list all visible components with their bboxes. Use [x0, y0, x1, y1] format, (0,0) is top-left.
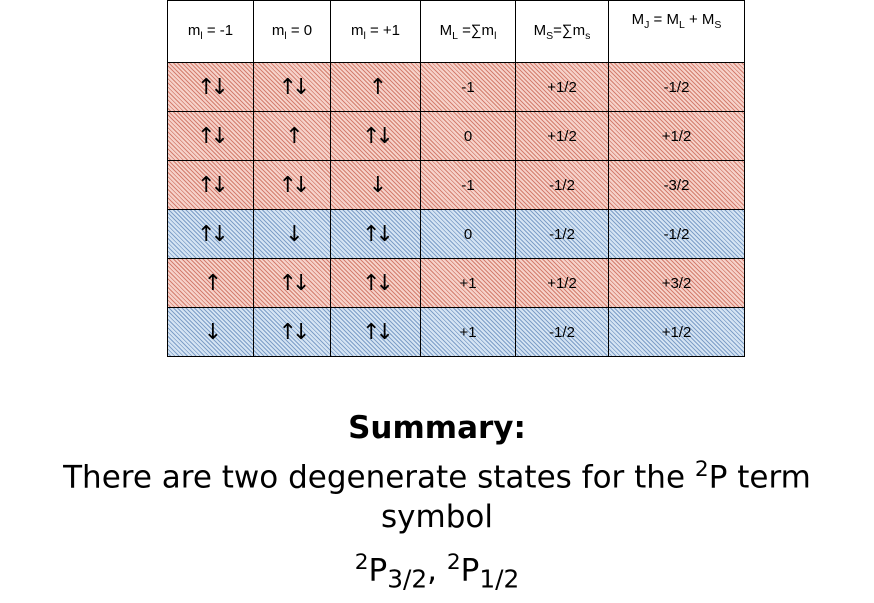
header-text: = M	[649, 11, 679, 28]
summary-text: There are two degenerate states for the	[63, 459, 695, 496]
summary-text: 1/2	[479, 564, 520, 594]
subscript: J	[644, 19, 650, 31]
subscript: l	[363, 29, 366, 42]
header-text: = +1	[365, 21, 401, 39]
table-row: ↑↓ ↓ ↑↓ 0 -1/2 -1/2	[167, 209, 745, 259]
value-cell: -1/2	[515, 307, 609, 357]
header-text: =∑m	[457, 21, 495, 39]
value-cell: 0	[420, 111, 516, 161]
value-cell: +1/2	[608, 111, 745, 161]
spin-cell: ↓	[253, 209, 331, 259]
header-cell: ml = 0	[253, 0, 331, 63]
table-row: ↓ ↑↓ ↑↓ +1 -1/2 +1/2	[167, 307, 745, 357]
summary-line: There are two degenerate states for the …	[0, 450, 874, 537]
header-text: m	[350, 21, 364, 39]
header-text: M	[533, 21, 547, 39]
summary-text: ,	[427, 552, 447, 589]
summary-text: P term symbol	[381, 459, 811, 536]
summary: Summary: There are two degenerate states…	[0, 408, 874, 600]
summary-text: 2	[354, 550, 369, 576]
value-cell: +1/2	[515, 111, 609, 161]
value-cell: -3/2	[608, 160, 745, 210]
spin-cell: ↑↓	[253, 160, 331, 210]
subscript: L	[452, 29, 458, 42]
table-row: ↑↓ ↑↓ ↓ -1 -1/2 -3/2	[167, 160, 745, 210]
spin-cell: ↑↓	[330, 307, 421, 357]
header-text: + M	[684, 11, 715, 28]
value-cell: -1/2	[515, 209, 609, 259]
subscript: l	[284, 29, 287, 42]
subscript: S	[546, 29, 554, 42]
spin-cell: ↑↓	[253, 307, 331, 357]
spin-cell: ↑↓	[330, 209, 421, 259]
value-cell: +3/2	[608, 258, 745, 308]
summary-text: P	[460, 552, 480, 589]
header-cell: ml = +1	[330, 0, 421, 63]
value-cell: -1/2	[608, 62, 745, 112]
spin-cell: ↑↓	[167, 111, 254, 161]
summary-text: 3/2	[387, 564, 428, 594]
spin-cell: ↑↓	[330, 111, 421, 161]
summary-heading: Summary:	[348, 410, 526, 446]
spin-cell: ↑↓	[253, 258, 331, 308]
header-text: = 0	[286, 21, 313, 39]
header-text: M	[631, 11, 645, 28]
summary-line: 2P3/2, 2P1/2	[0, 543, 874, 600]
table-row: ↑↓ ↑ ↑↓ 0 +1/2 +1/2	[167, 111, 745, 161]
value-cell: +1/2	[515, 62, 609, 112]
header-row: ml = -1 ml = 0 ml = +1 ML =∑ml MS=∑ms MJ = ML…	[167, 0, 745, 63]
term-table: ml = -1 ml = 0 ml = +1 ML =∑ml MS=∑ms MJ = ML…	[167, 0, 745, 357]
value-cell: +1	[420, 307, 516, 357]
subscript: s	[585, 29, 591, 42]
value-cell: -1	[420, 160, 516, 210]
header-cell: ml = -1	[167, 0, 254, 63]
spin-cell: ↑	[253, 111, 331, 161]
header-text: =∑m	[553, 21, 586, 39]
spin-cell: ↑	[330, 62, 421, 112]
spin-cell: ↓	[330, 160, 421, 210]
header-text: M	[439, 21, 453, 39]
header-text: m	[271, 21, 285, 39]
value-cell: -1/2	[608, 209, 745, 259]
summary-text: 2	[446, 550, 461, 576]
spin-cell: ↑↓	[167, 160, 254, 210]
value-cell: 0	[420, 209, 516, 259]
spin-cell: ↑↓	[167, 209, 254, 259]
header-text: m	[187, 21, 201, 39]
spin-cell: ↑↓	[167, 62, 254, 112]
spin-cell: ↓	[167, 307, 254, 357]
header-text: = -1	[202, 21, 234, 39]
value-cell: +1	[420, 258, 516, 308]
subscript: l	[200, 29, 203, 42]
subscript: S	[714, 19, 722, 31]
value-cell: -1	[420, 62, 516, 112]
header-cell: MJ = ML + MS	[608, 0, 745, 63]
spin-cell: ↑↓	[330, 258, 421, 308]
table-row: ↑↓ ↑↓ ↑ -1 +1/2 -1/2	[167, 62, 745, 112]
spin-cell: ↑↓	[253, 62, 331, 112]
summary-text: P	[368, 552, 388, 589]
value-cell: -1/2	[515, 160, 609, 210]
subscript: l	[494, 29, 497, 42]
value-cell: +1/2	[515, 258, 609, 308]
header-cell: ML =∑ml	[420, 0, 516, 63]
header-cell: MS=∑ms	[515, 0, 609, 63]
spin-cell: ↑	[167, 258, 254, 308]
subscript: L	[678, 19, 685, 31]
summary-text: 2	[694, 457, 709, 482]
table-row: ↑ ↑↓ ↑↓ +1 +1/2 +3/2	[167, 258, 745, 308]
value-cell: +1/2	[608, 307, 745, 357]
